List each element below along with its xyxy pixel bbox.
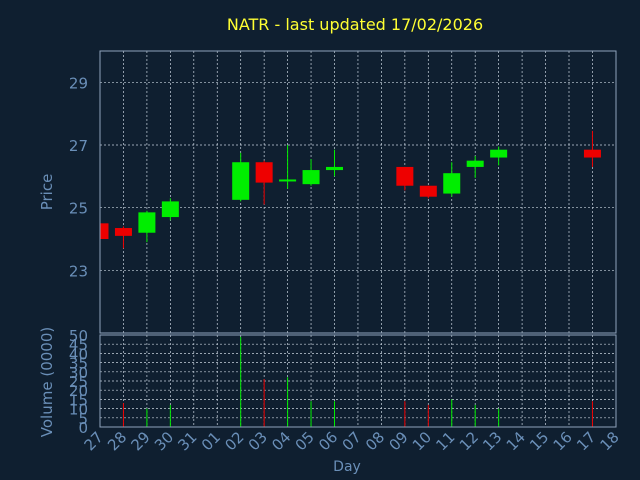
- candle-body: [302, 170, 320, 185]
- volume-tick-label: 5: [78, 410, 88, 428]
- price-frame: [99, 50, 617, 334]
- volume-tick-label: 15: [69, 391, 88, 409]
- volume-tick-label: 0: [78, 419, 88, 437]
- price-tick-label: 25: [69, 200, 88, 218]
- candle-body: [419, 185, 437, 197]
- x-axis: 2728293031010203040506070809101112131415…: [81, 428, 623, 454]
- volume-frame: [99, 334, 617, 428]
- volume-tick-label: 25: [69, 373, 88, 391]
- volume-tick-label: 50: [69, 327, 88, 345]
- candle-body: [114, 228, 132, 236]
- candle-body: [396, 166, 414, 186]
- candles-group: [100, 130, 601, 249]
- volume-tick-label: 45: [69, 336, 88, 354]
- price-panel: 23 25 27 29: [69, 50, 617, 334]
- candle-body: [138, 212, 156, 233]
- price-tick-label: 23: [69, 262, 88, 280]
- price-axis-label: Price: [38, 174, 56, 211]
- volume-tick-label: 40: [69, 345, 88, 363]
- candle-body: [161, 201, 179, 218]
- volume-tick-label: 10: [69, 401, 88, 419]
- candle-body: [326, 166, 343, 171]
- volume-tick-label: 20: [69, 382, 88, 400]
- candle-body: [100, 223, 109, 239]
- x-axis-label: Day: [333, 459, 361, 475]
- candle-body: [255, 162, 273, 183]
- candle-body: [443, 173, 461, 194]
- volume-axis-label: Volume (0000): [38, 327, 56, 437]
- volume-tick-label: 35: [69, 355, 88, 373]
- candle-body: [279, 179, 297, 182]
- candle-body: [490, 149, 508, 158]
- candle-body: [466, 160, 484, 167]
- chart-title: NATR - last updated 17/02/2026: [227, 15, 483, 34]
- price-tick-label: 27: [69, 137, 88, 155]
- price-tick-label: 29: [69, 74, 88, 92]
- candle-body: [232, 162, 250, 200]
- candle-body: [583, 149, 601, 158]
- volume-tick-label: 30: [69, 364, 88, 382]
